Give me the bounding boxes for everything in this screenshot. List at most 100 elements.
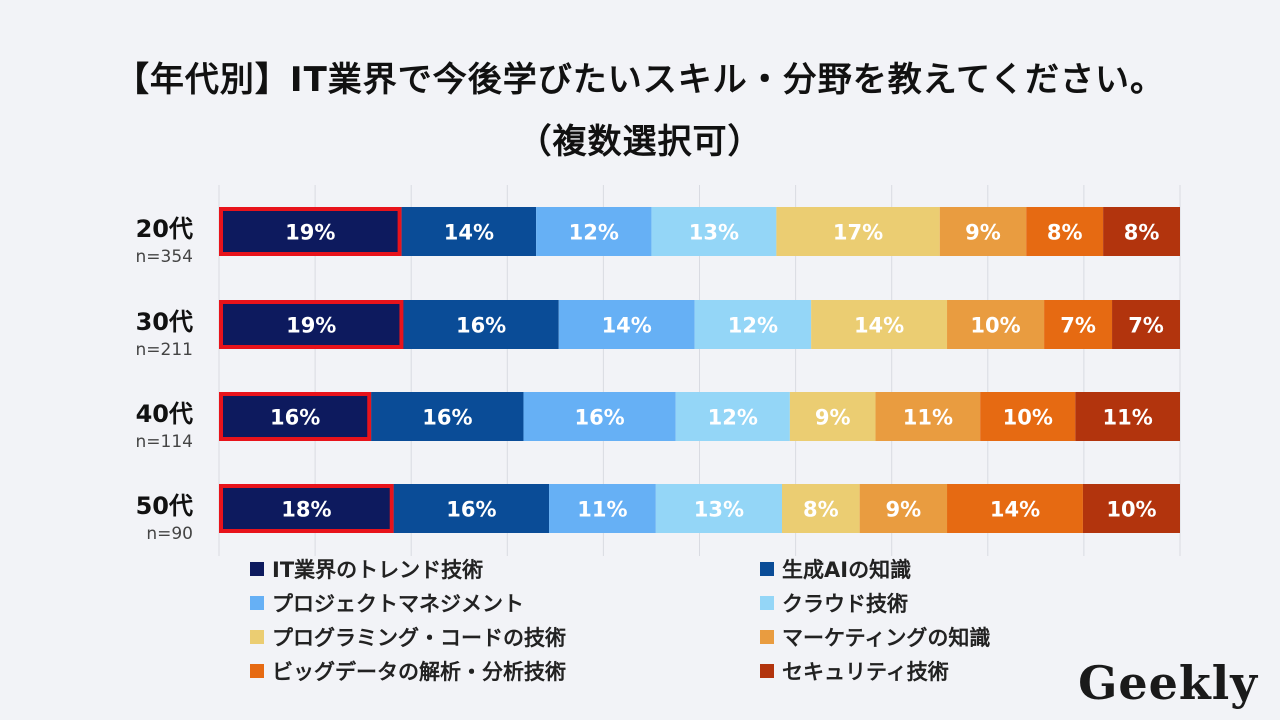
bar-data-label: 16% bbox=[456, 314, 506, 338]
legend-item: セキュリティ技術 bbox=[760, 654, 1070, 688]
legend-label: プロジェクトマネジメント bbox=[272, 592, 524, 616]
bar-segment bbox=[694, 300, 812, 349]
bar-data-label: 10% bbox=[1003, 406, 1053, 430]
sample-size-label: n=114 bbox=[136, 432, 193, 452]
legend-item: IT業界のトレンド技術 bbox=[250, 552, 760, 586]
bar-segment bbox=[776, 207, 940, 256]
bar-segment bbox=[219, 300, 404, 349]
bar-segment bbox=[393, 484, 550, 533]
legend-swatch bbox=[250, 596, 264, 610]
bar-segment bbox=[1103, 207, 1180, 256]
bar-data-label: 19% bbox=[285, 221, 335, 245]
chart-title-line2: （複数選択可） bbox=[517, 122, 763, 162]
legend-label: マーケティングの知識 bbox=[782, 626, 991, 650]
legend-label: ビッグデータの解析・分析技術 bbox=[272, 660, 566, 684]
bar-segment bbox=[371, 392, 524, 441]
bar-data-label: 10% bbox=[1106, 498, 1156, 522]
highlight-box bbox=[219, 484, 394, 533]
category-label: 20代 bbox=[136, 215, 193, 243]
bar-segment bbox=[403, 300, 559, 349]
bar-segment bbox=[811, 300, 948, 349]
chart-legend: IT業界のトレンド技術 生成AIの知識プロジェクトマネジメント クラウド技術プログラ… bbox=[250, 552, 1070, 688]
stacked-bar-chart: 19% 14% 12% 13% 17% 9% 8% 8% 20代 n=354 19% 16% 14% 12… bbox=[136, 185, 1181, 556]
legend-swatch bbox=[760, 630, 774, 644]
bar-segment bbox=[219, 392, 372, 441]
legend-item: ビッグデータの解析・分析技術 bbox=[250, 654, 760, 688]
legend-swatch bbox=[760, 596, 774, 610]
bar-segment bbox=[1075, 392, 1180, 441]
bar-data-label: 9% bbox=[815, 406, 851, 430]
bar-data-label: 12% bbox=[708, 406, 758, 430]
bar-segment bbox=[1082, 484, 1180, 533]
bar-data-label: 13% bbox=[694, 498, 744, 522]
bar-segment bbox=[655, 484, 783, 533]
sample-size-label: n=90 bbox=[146, 524, 193, 544]
bar-data-label: 8% bbox=[1047, 221, 1083, 245]
legend-item: マーケティングの知識 bbox=[760, 620, 1070, 654]
bar-segment bbox=[558, 300, 695, 349]
bar-data-label: 14% bbox=[854, 314, 904, 338]
bar-data-label: 8% bbox=[1124, 221, 1160, 245]
chart-title-line1: 【年代別】IT業界で今後学びたいスキル・分野を教えてください。 bbox=[114, 60, 1166, 100]
bar-data-label: 16% bbox=[446, 498, 496, 522]
bar-segment bbox=[651, 207, 777, 256]
bar-data-label: 16% bbox=[422, 406, 472, 430]
bar-segment bbox=[523, 392, 676, 441]
bar-segment bbox=[219, 484, 394, 533]
category-label: 30代 bbox=[136, 308, 193, 336]
bar-segment bbox=[1112, 300, 1180, 349]
bar-segment bbox=[219, 207, 402, 256]
bar-segment bbox=[675, 392, 790, 441]
bar-segment bbox=[1026, 207, 1104, 256]
legend-swatch bbox=[250, 630, 264, 644]
bar-data-label: 19% bbox=[286, 314, 336, 338]
legend-item: プロジェクトマネジメント bbox=[250, 586, 760, 620]
bar-segment bbox=[947, 300, 1045, 349]
bar-data-label: 18% bbox=[281, 498, 331, 522]
bar-data-label: 10% bbox=[970, 314, 1020, 338]
bar-data-label: 14% bbox=[602, 314, 652, 338]
bar-data-label: 16% bbox=[270, 406, 320, 430]
bar-data-label: 12% bbox=[569, 221, 619, 245]
bar-segment bbox=[549, 484, 656, 533]
sample-size-label: n=354 bbox=[136, 247, 193, 267]
bar-segment bbox=[782, 484, 860, 533]
legend-label: クラウド技術 bbox=[782, 592, 908, 616]
bar-segment bbox=[980, 392, 1076, 441]
legend-label: プログラミング・コードの技術 bbox=[272, 626, 566, 650]
bar-data-label: 11% bbox=[577, 498, 627, 522]
legend-swatch bbox=[250, 562, 264, 576]
bar-segment bbox=[789, 392, 876, 441]
highlight-box bbox=[219, 392, 372, 441]
legend-item: 生成AIの知識 bbox=[760, 552, 1070, 586]
bar-segment bbox=[536, 207, 652, 256]
legend-item: プログラミング・コードの技術 bbox=[250, 620, 760, 654]
highlight-box bbox=[219, 207, 402, 256]
bar-data-label: 17% bbox=[833, 221, 883, 245]
legend-label: 生成AIの知識 bbox=[782, 558, 912, 582]
bar-data-label: 11% bbox=[903, 406, 953, 430]
legend-swatch bbox=[250, 664, 264, 678]
bar-data-label: 14% bbox=[444, 221, 494, 245]
bar-segment bbox=[947, 484, 1083, 533]
bar-data-label: 16% bbox=[574, 406, 624, 430]
bar-data-label: 9% bbox=[965, 221, 1001, 245]
bar-segment bbox=[859, 484, 948, 533]
sample-size-label: n=211 bbox=[136, 340, 193, 360]
bar-data-label: 7% bbox=[1128, 314, 1164, 338]
highlight-box bbox=[219, 300, 404, 349]
bar-data-label: 9% bbox=[886, 498, 922, 522]
category-label: 50代 bbox=[136, 492, 193, 520]
bar-segment bbox=[1044, 300, 1113, 349]
legend-item: クラウド技術 bbox=[760, 586, 1070, 620]
legend-swatch bbox=[760, 562, 774, 576]
category-label: 40代 bbox=[136, 400, 193, 428]
bar-data-label: 7% bbox=[1060, 314, 1096, 338]
legend-label: セキュリティ技術 bbox=[782, 660, 949, 684]
geekly-logo: Geekly bbox=[1078, 656, 1258, 710]
bar-segment bbox=[401, 207, 537, 256]
bar-data-label: 13% bbox=[689, 221, 739, 245]
bar-data-label: 14% bbox=[990, 498, 1040, 522]
legend-label: IT業界のトレンド技術 bbox=[272, 558, 484, 582]
bar-data-label: 8% bbox=[803, 498, 839, 522]
